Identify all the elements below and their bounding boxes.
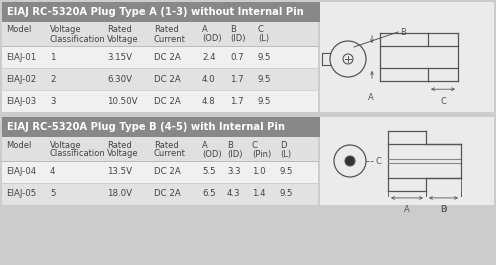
Text: 9.5: 9.5 <box>280 167 294 176</box>
Text: B: B <box>227 140 233 149</box>
Text: 5.5: 5.5 <box>202 167 216 176</box>
Text: (OD): (OD) <box>202 149 222 158</box>
Text: 13.5V: 13.5V <box>107 167 132 176</box>
Text: Current: Current <box>154 149 186 158</box>
Text: (OD): (OD) <box>202 34 222 43</box>
Text: C: C <box>258 25 264 34</box>
Text: 1.7: 1.7 <box>230 96 244 105</box>
Text: Current: Current <box>154 34 186 43</box>
Text: Voltage: Voltage <box>50 25 82 34</box>
Text: EIAJ-04: EIAJ-04 <box>6 167 36 176</box>
Bar <box>320 2 494 112</box>
Text: DC 2A: DC 2A <box>154 96 181 105</box>
Text: C: C <box>375 157 381 166</box>
Text: Rated: Rated <box>154 140 179 149</box>
Text: DC 2A: DC 2A <box>154 189 181 198</box>
Bar <box>2 183 318 205</box>
Text: Voltage: Voltage <box>107 149 138 158</box>
Text: Model: Model <box>6 25 31 34</box>
Text: A: A <box>404 205 410 214</box>
Bar <box>2 2 494 22</box>
Bar <box>320 117 494 205</box>
Text: C: C <box>440 97 446 106</box>
Text: B: B <box>230 25 236 34</box>
Text: EIAJ RC-5320A Plug Type A (1-3) without Internal Pin: EIAJ RC-5320A Plug Type A (1-3) without … <box>7 7 304 17</box>
Bar <box>2 22 318 112</box>
Text: 3: 3 <box>50 96 56 105</box>
Text: (L): (L) <box>280 149 291 158</box>
Bar <box>2 117 494 137</box>
Text: 1: 1 <box>50 52 56 61</box>
Text: D: D <box>440 205 447 214</box>
Text: 9.5: 9.5 <box>280 189 294 198</box>
Text: (ID): (ID) <box>227 149 243 158</box>
Circle shape <box>345 156 355 166</box>
Text: 0.7: 0.7 <box>230 52 244 61</box>
Text: 5: 5 <box>50 189 56 198</box>
Text: 10.50V: 10.50V <box>107 96 137 105</box>
Bar <box>2 68 318 90</box>
Text: 3.3: 3.3 <box>227 167 241 176</box>
Text: 18.0V: 18.0V <box>107 189 132 198</box>
Bar <box>2 90 318 112</box>
Text: 3.15V: 3.15V <box>107 52 132 61</box>
Bar <box>2 22 318 46</box>
Text: 6.5: 6.5 <box>202 189 216 198</box>
Text: 1.7: 1.7 <box>230 74 244 83</box>
Text: 4.0: 4.0 <box>202 74 216 83</box>
Text: Rated: Rated <box>154 25 179 34</box>
Text: EIAJ-05: EIAJ-05 <box>6 189 36 198</box>
Text: D: D <box>280 140 287 149</box>
Bar <box>2 137 318 161</box>
Text: (Pin): (Pin) <box>252 149 271 158</box>
Text: (L): (L) <box>258 34 269 43</box>
Text: Rated: Rated <box>107 25 132 34</box>
Text: (ID): (ID) <box>230 34 246 43</box>
Text: C: C <box>252 140 258 149</box>
Text: DC 2A: DC 2A <box>154 74 181 83</box>
Text: 4: 4 <box>50 167 56 176</box>
Text: EIAJ RC-5320A Plug Type B (4-5) with Internal Pin: EIAJ RC-5320A Plug Type B (4-5) with Int… <box>7 122 285 132</box>
Text: 9.5: 9.5 <box>258 74 271 83</box>
Text: 9.5: 9.5 <box>258 52 271 61</box>
Text: 1.4: 1.4 <box>252 189 266 198</box>
Text: Voltage: Voltage <box>50 140 82 149</box>
Bar <box>2 46 318 68</box>
Text: B: B <box>440 205 446 214</box>
Bar <box>2 137 318 205</box>
Text: A: A <box>202 140 208 149</box>
Text: Model: Model <box>6 140 31 149</box>
Text: Rated: Rated <box>107 140 132 149</box>
Text: A: A <box>202 25 208 34</box>
Text: DC 2A: DC 2A <box>154 167 181 176</box>
Text: B: B <box>400 28 406 37</box>
Text: A: A <box>368 93 374 102</box>
Text: DC 2A: DC 2A <box>154 52 181 61</box>
Text: 2.4: 2.4 <box>202 52 216 61</box>
Text: 9.5: 9.5 <box>258 96 271 105</box>
Text: Classification: Classification <box>50 149 106 158</box>
Text: EIAJ-01: EIAJ-01 <box>6 52 36 61</box>
Text: Classification: Classification <box>50 34 106 43</box>
Text: EIAJ-03: EIAJ-03 <box>6 96 36 105</box>
Text: EIAJ-02: EIAJ-02 <box>6 74 36 83</box>
Text: Voltage: Voltage <box>107 34 138 43</box>
Text: 4.3: 4.3 <box>227 189 241 198</box>
Text: 4.8: 4.8 <box>202 96 216 105</box>
Text: 6.30V: 6.30V <box>107 74 132 83</box>
Text: 1.0: 1.0 <box>252 167 266 176</box>
Text: 2: 2 <box>50 74 56 83</box>
Bar <box>2 161 318 183</box>
